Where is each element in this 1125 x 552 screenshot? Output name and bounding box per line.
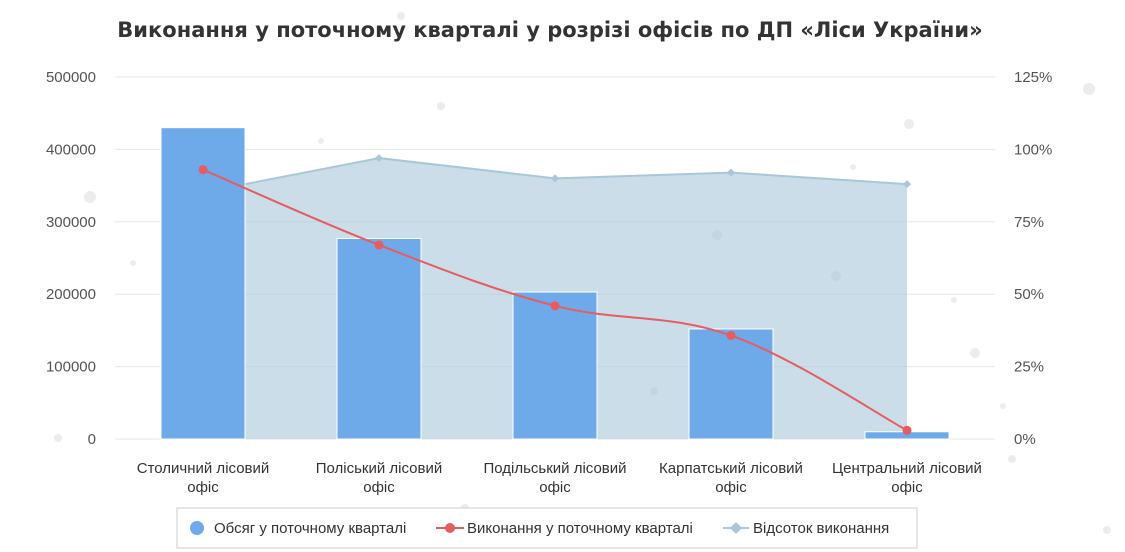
bar-series — [160, 127, 950, 440]
legend: Обсяг у поточному кварталі Виконання у по… — [176, 507, 918, 549]
y-right-tick-label: 0% — [1014, 431, 1036, 448]
speck — [84, 191, 96, 203]
speck — [318, 138, 324, 144]
y-right-tick-label: 75% — [1014, 214, 1044, 231]
speck — [1000, 403, 1006, 409]
bar — [512, 291, 598, 440]
bar — [160, 127, 246, 440]
y-left-tick-label: 200000 — [46, 286, 96, 303]
legend-label: Виконання у поточному кварталі — [467, 520, 693, 537]
x-tick-label: офіс — [891, 479, 923, 496]
area-point — [903, 180, 911, 189]
legend-label: Відсоток виконання — [753, 520, 889, 537]
area-point — [375, 154, 383, 163]
speck — [1083, 83, 1095, 95]
speck — [1103, 526, 1111, 534]
chart-title: Виконання у поточному кварталі у розрізі… — [117, 18, 982, 42]
area-point — [727, 168, 735, 177]
y-left-tick-label: 500000 — [46, 69, 96, 86]
speck — [130, 260, 136, 266]
x-tick-label: Столичний лісовий — [137, 460, 270, 477]
speck — [904, 119, 914, 129]
bar — [336, 237, 422, 440]
x-tick-label: офіс — [715, 479, 747, 496]
line-series — [198, 165, 912, 435]
bar — [688, 328, 774, 440]
x-tick-label: офіс — [539, 479, 571, 496]
legend-line-marker — [445, 523, 455, 533]
legend-area-marker — [730, 522, 742, 534]
y-axis-right: 0% 25% 50% 75% 100% 125% — [1014, 69, 1052, 448]
x-tick-label: офіс — [363, 479, 395, 496]
legend-bar-swatch — [190, 521, 204, 535]
x-tick-label: Поліський лісовий — [316, 460, 443, 477]
y-left-tick-label: 400000 — [46, 141, 96, 158]
x-tick-label: офіс — [187, 479, 219, 496]
speck — [397, 12, 405, 20]
line-point — [374, 240, 384, 250]
legend-box — [176, 507, 918, 549]
line-point — [550, 301, 560, 311]
legend-label: Обсяг у поточному кварталі — [214, 520, 406, 537]
x-axis-categories: Столичний лісовий офіс Поліський лісовий оф… — [137, 460, 982, 496]
y-axis-left: 0 100000 200000 300000 400000 500000 — [46, 69, 96, 448]
speck — [1008, 455, 1016, 463]
y-right-tick-label: 100% — [1014, 141, 1052, 158]
line-point — [902, 425, 912, 435]
area-point — [551, 174, 559, 183]
y-left-tick-label: 300000 — [46, 214, 96, 231]
y-left-tick-label: 100000 — [46, 359, 96, 376]
speck — [437, 102, 445, 110]
speck — [970, 348, 980, 358]
x-tick-label: Центральний лісовий — [832, 460, 982, 477]
y-right-tick-label: 25% — [1014, 359, 1044, 376]
y-right-tick-label: 125% — [1014, 69, 1052, 86]
x-tick-label: Карпатський лісовий — [659, 460, 803, 477]
line-point — [726, 330, 736, 340]
x-tick-label: Подільський лісовий — [483, 460, 626, 477]
speck — [54, 434, 62, 442]
y-right-tick-label: 50% — [1014, 286, 1044, 303]
speck — [850, 164, 856, 170]
line-point — [198, 165, 208, 175]
speck — [951, 297, 957, 303]
y-left-tick-label: 0 — [88, 431, 96, 448]
